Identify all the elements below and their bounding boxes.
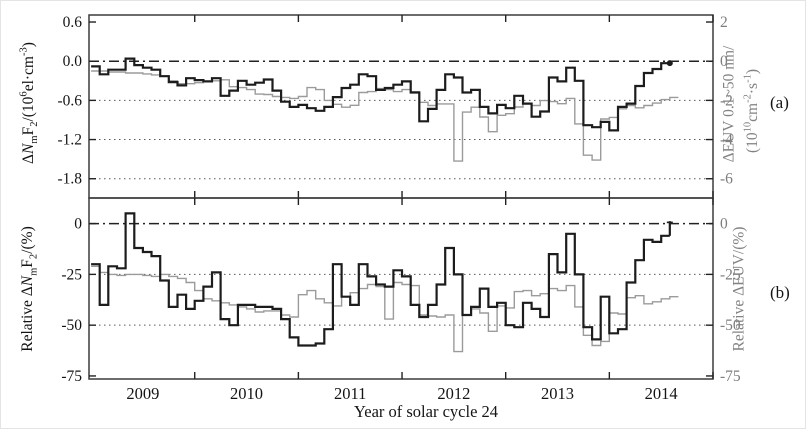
x-year-label-0: 2009 [126,384,159,403]
y-axis-title-bottom-right: Relative ΔEUV/(%) [730,226,748,352]
y-tick-label-right-a-2: -2 [720,92,733,109]
panel-label-b: (b) [770,283,790,302]
series-relative-delta-euv [91,265,679,353]
x-year-label-3: 2012 [437,384,470,403]
y-tick-label-right-b-3: -75 [720,368,741,385]
x-year-label-1: 2010 [230,384,263,403]
y-tick-label-right-a-1: 0 [720,53,728,70]
series-end-dot-delta-nmf2 [666,60,673,67]
x-year-label-5: 2014 [645,384,678,403]
y-axis-title-top-right-line2: (1010cm-2·s-1) [742,68,761,154]
y-tick-label-left-b-0: 0 [74,216,82,233]
y-tick-label-left-b-1: -25 [61,266,82,283]
panel-frame-b [88,197,714,380]
y-axis-title-top-left: ΔNmF2/(106el·cm-3) [18,42,40,164]
y-tick-label-left-b-2: -50 [61,317,82,334]
y-tick-label-left-a-0: 0.6 [63,14,83,31]
x-year-label-4: 2013 [541,384,574,403]
x-axis-title: Year of solar cycle 24 [353,402,499,421]
series-delta-nmf2 [91,57,670,132]
y-tick-label-right-a-0: 2 [720,14,728,31]
y-tick-label-left-a-4: -1.8 [57,171,82,188]
y-axis-title-top-right-line1: ΔEUV 0.1~50 nm/ [720,45,738,163]
y-tick-label-right-b-2: -50 [720,317,741,334]
y-tick-label-left-a-3: -1.2 [57,132,82,149]
series-relative-delta-nmf2 [91,212,670,347]
y-tick-label-left-a-2: -0.6 [57,92,82,109]
y-tick-label-right-b-1: -25 [720,266,741,283]
y-axis-title-bottom-left: Relative ΔNmF2/(%) [19,226,40,352]
y-tick-label-right-a-4: -6 [720,171,733,188]
y-tick-label-right-b-0: 0 [720,216,728,233]
y-tick-label-left-a-1: 0.0 [63,53,83,70]
y-tick-label-right-a-3: -4 [720,132,733,149]
panel-label-a: (a) [770,93,789,112]
x-year-label-2: 2011 [334,384,366,403]
y-tick-label-left-b-3: -75 [61,368,82,385]
